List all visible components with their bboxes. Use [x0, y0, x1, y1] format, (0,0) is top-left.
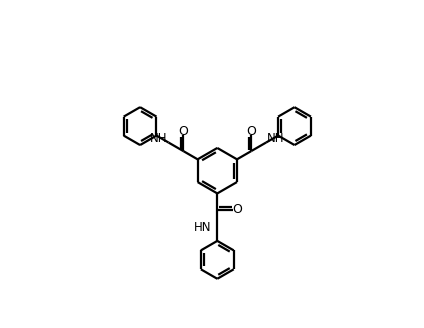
Text: O: O: [179, 125, 188, 138]
Text: HN: HN: [194, 220, 212, 234]
Text: O: O: [232, 203, 242, 216]
Text: NH: NH: [150, 132, 167, 145]
Text: O: O: [246, 125, 256, 138]
Text: NH: NH: [267, 132, 285, 145]
